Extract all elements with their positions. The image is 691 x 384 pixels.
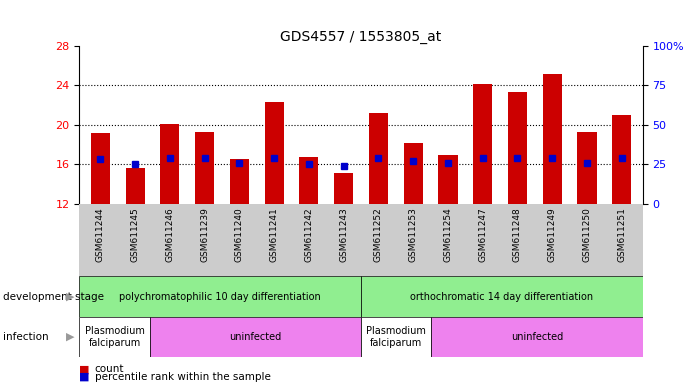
- Bar: [160, 124, 180, 204]
- Text: GSM611244: GSM611244: [96, 207, 105, 262]
- Bar: [404, 142, 423, 204]
- Text: Plasmodium
falciparum: Plasmodium falciparum: [366, 326, 426, 348]
- Bar: [91, 133, 110, 204]
- Text: GSM611251: GSM611251: [617, 207, 626, 262]
- Title: GDS4557 / 1553805_at: GDS4557 / 1553805_at: [281, 30, 442, 44]
- Text: GSM611242: GSM611242: [305, 207, 314, 262]
- Text: infection: infection: [3, 332, 49, 342]
- Text: GSM611245: GSM611245: [131, 207, 140, 262]
- Bar: [195, 132, 214, 204]
- Bar: [431, 317, 643, 357]
- Text: GSM611240: GSM611240: [235, 207, 244, 262]
- Text: development stage: development stage: [3, 291, 104, 302]
- Text: GSM611248: GSM611248: [513, 207, 522, 262]
- Text: polychromatophilic 10 day differentiation: polychromatophilic 10 day differentiatio…: [120, 291, 321, 302]
- Bar: [369, 113, 388, 204]
- Text: count: count: [95, 364, 124, 374]
- Text: GSM611250: GSM611250: [583, 207, 591, 262]
- Text: uninfected: uninfected: [229, 332, 281, 342]
- Text: GSM611253: GSM611253: [408, 207, 417, 262]
- Bar: [150, 317, 361, 357]
- Bar: [438, 155, 457, 204]
- Text: GSM611252: GSM611252: [374, 207, 383, 262]
- Text: ■: ■: [79, 364, 90, 374]
- Bar: [473, 84, 492, 204]
- Bar: [79, 317, 150, 357]
- Text: GSM611243: GSM611243: [339, 207, 348, 262]
- Text: Plasmodium
falciparum: Plasmodium falciparum: [85, 326, 144, 348]
- Bar: [265, 102, 284, 204]
- Bar: [334, 173, 353, 204]
- Bar: [578, 132, 596, 204]
- Bar: [126, 168, 144, 204]
- Bar: [542, 74, 562, 204]
- Bar: [361, 317, 431, 357]
- Text: orthochromatic 14 day differentiation: orthochromatic 14 day differentiation: [410, 291, 594, 302]
- Bar: [361, 276, 643, 317]
- Bar: [612, 115, 632, 204]
- Bar: [79, 276, 361, 317]
- Bar: [230, 159, 249, 204]
- Text: percentile rank within the sample: percentile rank within the sample: [95, 372, 271, 382]
- Text: ▶: ▶: [66, 291, 75, 302]
- Bar: [299, 157, 319, 204]
- Text: GSM611246: GSM611246: [165, 207, 174, 262]
- Text: GSM611247: GSM611247: [478, 207, 487, 262]
- Text: uninfected: uninfected: [511, 332, 563, 342]
- Text: ▶: ▶: [66, 332, 75, 342]
- Text: GSM611249: GSM611249: [548, 207, 557, 262]
- Text: ■: ■: [79, 372, 90, 382]
- Bar: [508, 92, 527, 204]
- Text: GSM611241: GSM611241: [269, 207, 278, 262]
- Text: GSM611239: GSM611239: [200, 207, 209, 262]
- Text: GSM611254: GSM611254: [444, 207, 453, 262]
